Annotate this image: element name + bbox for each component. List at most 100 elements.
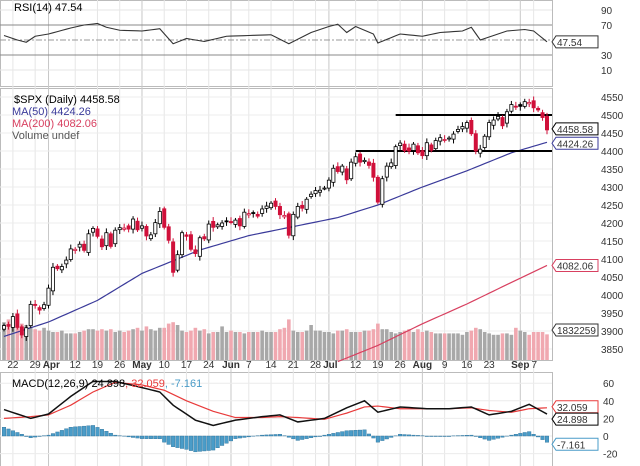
volume-bar: [113, 332, 118, 360]
candle-body: [286, 213, 291, 236]
volume-bar: [131, 329, 135, 360]
volume-bar: [282, 327, 287, 360]
candle-body: [193, 249, 198, 255]
macd-histogram-bar: [211, 435, 216, 451]
macd-histogram-bar: [424, 435, 429, 437]
macd-histogram-bar: [82, 425, 87, 437]
macd-histogram-bar: [144, 435, 149, 439]
candle-body: [545, 116, 550, 131]
volume-bar: [407, 329, 411, 360]
date-tick-label: 19: [92, 360, 104, 371]
macd-histogram-bar: [491, 435, 496, 440]
volume-bar: [429, 332, 434, 360]
macd-histogram-bar: [331, 433, 336, 437]
macd-histogram-bar: [371, 435, 376, 439]
macd-histogram-bar: [50, 433, 55, 437]
price-tick-label: 4050: [601, 273, 624, 284]
candle-body: [318, 189, 323, 193]
macd-histogram-bar: [358, 429, 363, 437]
volume-bar: [358, 332, 362, 360]
volume-bar: [371, 329, 376, 360]
panel-border: [0, 0, 553, 87]
macd-histogram-bar: [135, 435, 140, 439]
volume-bar: [433, 333, 438, 360]
macd-histogram-bar: [24, 435, 29, 437]
macd-histogram-bar: [277, 434, 282, 437]
macd-histogram-bar: [73, 426, 78, 437]
ma200-last-value: 4082.06: [557, 261, 594, 272]
candle-body: [295, 206, 300, 218]
macd-histogram-bar: [518, 433, 523, 437]
macd-histogram-bar: [389, 435, 394, 438]
date-tick-label: Jul: [323, 360, 338, 371]
macd-histogram-bar: [220, 435, 225, 446]
volume-bar: [215, 332, 220, 360]
candle-body: [353, 156, 358, 164]
macd-histogram-bar: [322, 434, 327, 437]
candle-body: [473, 133, 478, 152]
volume-bar: [353, 332, 358, 360]
macd-histogram-bar: [188, 435, 193, 451]
candle-body: [536, 107, 541, 111]
candle-body: [411, 143, 416, 151]
volume-bar: [367, 330, 371, 360]
volume-bar: [42, 327, 46, 360]
volume-bar: [478, 329, 483, 360]
volume-bar: [340, 330, 345, 360]
macd-histogram-bar: [246, 435, 251, 438]
candle-body: [504, 111, 509, 124]
volume-bar: [398, 332, 402, 360]
candle-body: [131, 218, 136, 230]
volume-bar: [233, 332, 238, 360]
volume-last-value-tag: [551, 323, 599, 337]
volume-bar: [95, 330, 100, 360]
candle-body: [469, 120, 474, 135]
macd-histogram-bar: [344, 430, 349, 437]
candle-body: [206, 223, 211, 241]
candle-body: [37, 307, 42, 311]
macd-histogram-bar: [113, 434, 118, 437]
ma50-line: [3, 141, 548, 337]
macd-histogram-bar: [202, 435, 207, 452]
macd-histogram-bar: [77, 426, 82, 437]
macd-histogram-bar: [273, 434, 278, 437]
volume-bar: [514, 327, 518, 360]
macd-histogram-bar: [19, 434, 24, 437]
candle-body: [540, 112, 545, 118]
macd-histogram-bar: [304, 435, 309, 439]
macd-histogram-bar: [197, 435, 202, 452]
volume-bar: [273, 332, 278, 360]
volume-bar: [402, 330, 407, 360]
macd-histogram-bar: [469, 434, 474, 437]
macd-histogram-bar: [313, 435, 318, 438]
candle-body: [358, 153, 363, 163]
volume-bar: [482, 332, 487, 360]
candle-body: [291, 213, 296, 237]
volume-bar: [157, 327, 162, 360]
date-tick-label: 22: [7, 360, 19, 371]
volume-last-value: 1832259: [557, 326, 596, 337]
ma200-last-value-tag: [551, 258, 599, 272]
rsi-panel: [3, 22, 548, 45]
candle-body: [455, 128, 460, 132]
macd-histogram-bar: [438, 435, 443, 437]
price-tick-label: 4350: [601, 165, 624, 176]
volume-bar: [211, 332, 215, 360]
candle-body: [117, 227, 122, 231]
candle-body: [491, 119, 496, 126]
volume-bar: [522, 332, 527, 360]
macd-histogram-bar: [193, 435, 198, 453]
volume-bar: [313, 330, 318, 360]
candle-body: [260, 208, 265, 214]
macd-histogram-bar: [375, 435, 380, 443]
volume-bar: [37, 330, 42, 360]
volume-bar: [60, 330, 64, 360]
volume-bar: [278, 329, 282, 360]
candle-body: [344, 168, 349, 181]
candle-body: [309, 193, 314, 197]
macd-histogram-bar: [148, 435, 153, 439]
macd-histogram-bar: [349, 430, 354, 437]
macd-histogram-bar: [264, 434, 269, 437]
candle-body: [478, 148, 483, 154]
